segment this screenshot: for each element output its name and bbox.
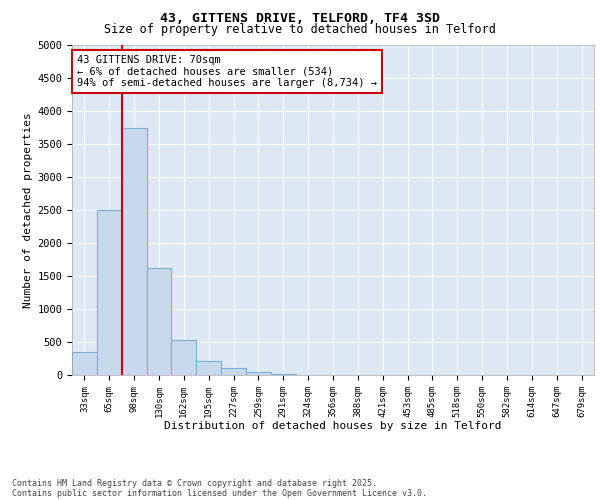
Bar xyxy=(146,268,172,375)
Text: 43, GITTENS DRIVE, TELFORD, TF4 3SD: 43, GITTENS DRIVE, TELFORD, TF4 3SD xyxy=(160,12,440,26)
Text: 43 GITTENS DRIVE: 70sqm
← 6% of detached houses are smaller (534)
94% of semi-de: 43 GITTENS DRIVE: 70sqm ← 6% of detached… xyxy=(77,55,377,88)
Bar xyxy=(122,128,146,375)
Text: Contains HM Land Registry data © Crown copyright and database right 2025.: Contains HM Land Registry data © Crown c… xyxy=(12,478,377,488)
Bar xyxy=(172,340,196,375)
Bar xyxy=(246,372,271,375)
Y-axis label: Number of detached properties: Number of detached properties xyxy=(23,112,33,308)
X-axis label: Distribution of detached houses by size in Telford: Distribution of detached houses by size … xyxy=(164,421,502,431)
Bar xyxy=(271,374,296,375)
Bar xyxy=(97,210,122,375)
Bar xyxy=(221,368,246,375)
Text: Contains public sector information licensed under the Open Government Licence v3: Contains public sector information licen… xyxy=(12,488,427,498)
Text: Size of property relative to detached houses in Telford: Size of property relative to detached ho… xyxy=(104,22,496,36)
Bar xyxy=(196,361,221,375)
Bar xyxy=(72,352,97,375)
